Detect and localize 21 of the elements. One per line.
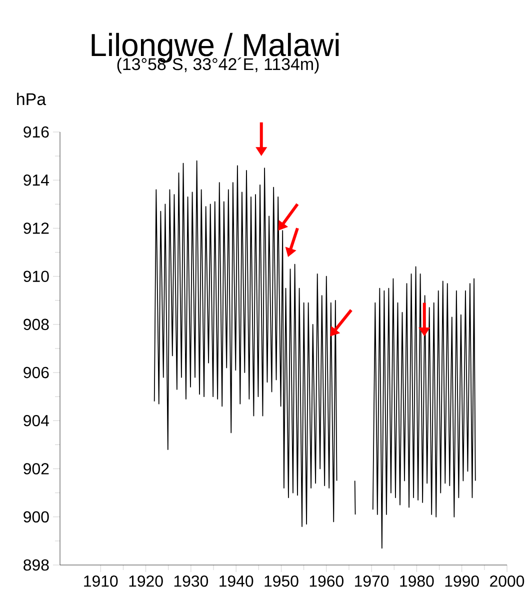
y-tick-label: 912 — [24, 222, 49, 234]
x-tick-label: 2000 — [490, 576, 524, 587]
y-tick-label: 916 — [24, 126, 49, 138]
x-tick-label: 1950 — [264, 576, 298, 587]
y-tick-label: 904 — [24, 415, 49, 426]
x-tick-label: 1940 — [220, 576, 254, 587]
y-tick-label: 898 — [24, 559, 49, 571]
x-tick-label: 1970 — [355, 576, 389, 587]
y-axis-title: hPa — [17, 92, 46, 106]
x-tick-label: 1990 — [445, 576, 479, 587]
x-tick-label: 1930 — [174, 576, 208, 587]
y-tick-label: 906 — [24, 366, 49, 378]
y-tick-label: 902 — [24, 463, 49, 474]
y-tick-label: 908 — [24, 318, 49, 330]
x-tick-label: 1910 — [84, 576, 118, 587]
x-tick-label: 1980 — [400, 576, 434, 587]
x-tick-label: 1960 — [310, 576, 344, 587]
y-tick-label: 900 — [24, 511, 49, 523]
x-tick-label: 1920 — [129, 576, 163, 587]
y-tick-label: 914 — [24, 174, 49, 186]
y-tick-label: 910 — [24, 270, 49, 282]
